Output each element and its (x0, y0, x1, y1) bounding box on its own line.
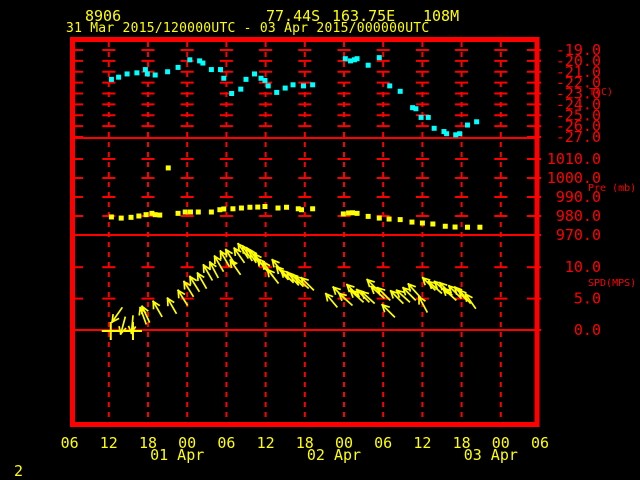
svg-text:-27.0: -27.0 (556, 128, 601, 146)
svg-text:1000.0: 1000.0 (547, 169, 601, 187)
svg-text:12: 12 (100, 434, 118, 452)
svg-text:18: 18 (139, 434, 157, 452)
svg-text:-19.0: -19.0 (556, 41, 601, 59)
station-elevation: 108M (423, 7, 460, 25)
station-pressure-series (108, 165, 483, 230)
svg-text:-21.0: -21.0 (556, 63, 601, 81)
svg-text:00: 00 (178, 434, 196, 452)
svg-text:-25.0: -25.0 (556, 106, 601, 124)
svg-text:06: 06 (61, 434, 79, 452)
svg-text:-20.0: -20.0 (556, 52, 601, 70)
svg-text:01 Apr: 01 Apr (150, 446, 204, 464)
panel-lines (70, 137, 540, 331)
svg-text:10.0: 10.0 (565, 258, 601, 276)
svg-text:990.0: 990.0 (556, 188, 601, 206)
time-range-title: 31 Mar 2015/120000UTC - 03 Apr 2015/0000… (66, 21, 430, 36)
svg-text:-23.0: -23.0 (556, 85, 601, 103)
y-axis-labels: -19.0-20.0-21.0-22.0-23.0-24.0-25.0-26.0… (71, 41, 636, 339)
svg-text:06: 06 (374, 434, 392, 452)
svg-text:980.0: 980.0 (556, 207, 601, 225)
svg-text:03 Apr: 03 Apr (464, 446, 518, 464)
svg-text:12: 12 (413, 434, 431, 452)
x-axis-labels: 06 12 18 00 06 12 18 00 06 12 18 00 06 01 Apr 02 Apr 03… (61, 434, 549, 464)
grid-lines (102, 42, 508, 422)
svg-text:06: 06 (217, 434, 235, 452)
svg-text:12: 12 (257, 434, 275, 452)
svg-text:Pre (mb): Pre (mb) (588, 183, 636, 194)
wind-arrow-series (101, 242, 477, 340)
svg-text:00: 00 (492, 434, 510, 452)
svg-text:18: 18 (296, 434, 314, 452)
svg-text:T(C): T(C) (589, 87, 613, 98)
svg-text:SPD(MPS): SPD(MPS) (588, 278, 636, 289)
svg-text:5.0: 5.0 (574, 290, 601, 308)
svg-text:18: 18 (453, 434, 471, 452)
page-number: 2 (14, 462, 24, 480)
svg-text:-26.0: -26.0 (556, 117, 601, 135)
svg-text:-22.0: -22.0 (556, 74, 601, 92)
station-id: 8906 (85, 7, 122, 25)
svg-text:-24.0: -24.0 (556, 95, 601, 113)
station-latitude: 77.44S (266, 7, 321, 25)
svg-text:02 Apr: 02 Apr (307, 446, 361, 464)
svg-text:00: 00 (335, 434, 353, 452)
station-longitude: 163.75E (332, 7, 396, 25)
air-temperature-series (108, 55, 480, 138)
svg-text:1010.0: 1010.0 (547, 150, 601, 168)
svg-text:970.0: 970.0 (556, 226, 601, 244)
svg-text:06: 06 (531, 434, 549, 452)
plot-frame (70, 37, 540, 427)
svg-text:0.0: 0.0 (574, 321, 601, 339)
